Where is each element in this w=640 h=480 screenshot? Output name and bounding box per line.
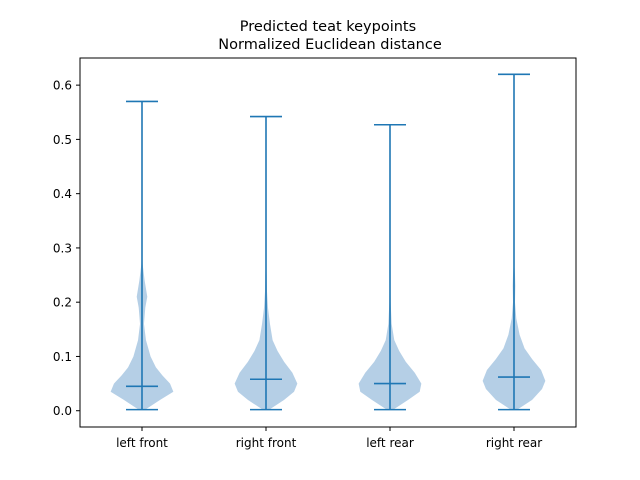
plot-frame xyxy=(79,57,577,428)
y-tick-label: 0.0 xyxy=(53,404,72,418)
x-tick-label: right front xyxy=(236,436,297,450)
y-tick-label: 0.4 xyxy=(53,187,72,201)
x-tick-label: left front xyxy=(116,436,168,450)
x-axis: left front right front left rear right rear xyxy=(116,427,542,450)
x-tick-label: right rear xyxy=(486,436,542,450)
chart-title: Predicted teat keypoints xyxy=(240,19,416,35)
y-tick-label: 0.1 xyxy=(53,350,72,364)
violins-layer xyxy=(110,73,546,411)
y-tick-label: 0.2 xyxy=(53,296,72,310)
y-tick-label: 0.3 xyxy=(53,241,72,255)
y-axis: 0.0 0.1 0.2 0.3 0.4 0.5 0.6 xyxy=(53,79,80,418)
y-tick-label: 0.5 xyxy=(53,133,72,147)
chart-subtitle: Normalized Euclidean distance xyxy=(218,37,442,53)
x-tick-label: left rear xyxy=(366,436,414,450)
y-tick-label: 0.6 xyxy=(53,79,72,93)
